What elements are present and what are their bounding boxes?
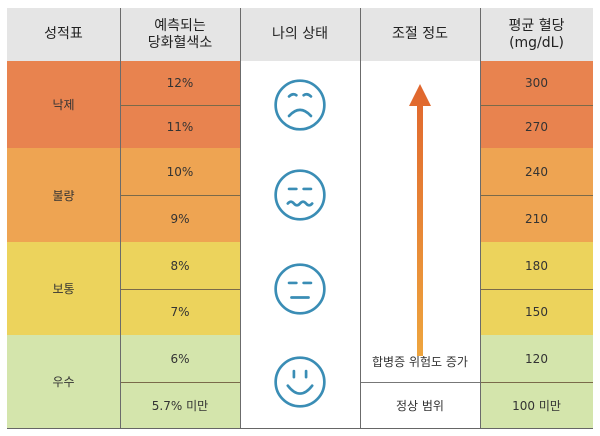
row-divider <box>480 382 593 383</box>
sad-face-icon <box>274 78 326 131</box>
row-divider <box>120 195 240 196</box>
neutral-face-icon <box>274 262 326 315</box>
a1c-cell: 6% <box>120 335 240 382</box>
glucose-cell: 100 미만 <box>480 382 593 428</box>
risk-increase-label: 합병증 위험도 증가 <box>372 355 468 369</box>
a1c-cell: 12% <box>120 61 240 105</box>
table-bottom-border <box>7 428 593 429</box>
header-a1c: 예측되는 당화혈색소 <box>120 8 240 61</box>
state-cell <box>240 61 360 148</box>
state-cell <box>240 242 360 335</box>
grade-cell: 보통 <box>7 242 120 335</box>
header-glucose: 평균 혈당 (mg/dL) <box>480 8 593 61</box>
header-state: 나의 상태 <box>240 8 360 61</box>
a1c-cell: 7% <box>120 289 240 335</box>
arrow-up-icon <box>409 84 431 356</box>
grade-cell: 우수 <box>7 335 120 428</box>
glucose-cell: 180 <box>480 242 593 289</box>
glucose-cell: 120 <box>480 335 593 382</box>
row-divider <box>120 382 240 383</box>
column-divider <box>120 8 121 428</box>
header-control: 조절 정도 <box>360 8 480 61</box>
row-divider <box>480 289 593 290</box>
state-cell <box>240 148 360 242</box>
normal-range-cell: 정상 범위 <box>360 382 480 428</box>
a1c-cell: 5.7% 미만 <box>120 382 240 428</box>
a1c-cell: 8% <box>120 242 240 289</box>
a1c-cell: 10% <box>120 148 240 195</box>
row-divider <box>120 289 240 290</box>
column-divider <box>480 8 481 428</box>
row-divider <box>480 105 593 106</box>
glucose-cell: 240 <box>480 148 593 195</box>
grade-cell: 낙제 <box>7 61 120 148</box>
smile-face-icon <box>274 355 326 408</box>
row-divider <box>360 382 480 383</box>
glucose-cell: 300 <box>480 61 593 105</box>
state-cell <box>240 335 360 428</box>
a1c-cell: 11% <box>120 105 240 148</box>
glucose-cell: 210 <box>480 195 593 242</box>
header-grade: 성적표 <box>7 8 120 61</box>
column-divider <box>360 8 361 428</box>
row-divider <box>480 195 593 196</box>
row-divider <box>120 105 240 106</box>
queasy-face-icon <box>274 169 326 221</box>
column-divider <box>240 8 241 428</box>
glucose-cell: 150 <box>480 289 593 335</box>
glucose-cell: 270 <box>480 105 593 148</box>
grade-cell: 불량 <box>7 148 120 242</box>
a1c-cell: 9% <box>120 195 240 242</box>
